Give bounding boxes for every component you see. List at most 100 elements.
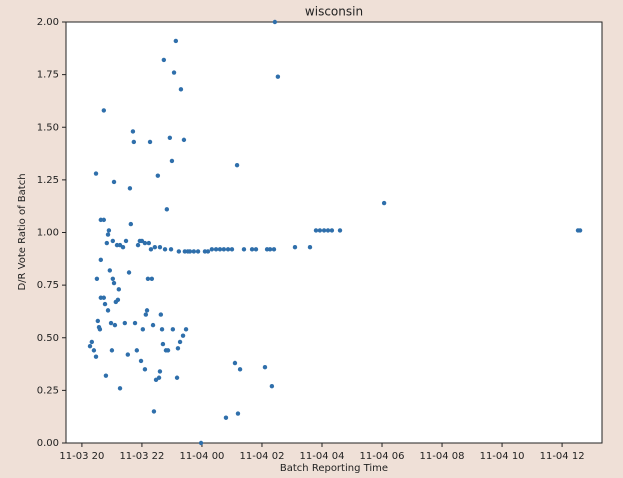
point [253, 247, 259, 252]
point [174, 375, 180, 380]
point [108, 320, 114, 326]
point [232, 360, 238, 366]
point [249, 247, 255, 252]
point [101, 295, 107, 300]
y-tick-label: 1.00 [37, 228, 59, 239]
point [234, 162, 240, 168]
point [171, 70, 177, 75]
point [180, 333, 186, 338]
point [103, 373, 109, 378]
point [146, 240, 152, 246]
y-tick-label: 1.25 [37, 175, 59, 186]
point [292, 245, 298, 250]
point [167, 135, 173, 140]
point [159, 327, 165, 332]
point [140, 327, 146, 332]
point [151, 409, 157, 414]
point [156, 375, 162, 380]
y-tick-label: 2.00 [37, 17, 59, 28]
point [111, 280, 117, 286]
point [144, 308, 150, 313]
point [143, 312, 149, 317]
point [115, 297, 121, 303]
point [241, 247, 247, 252]
y-tick-label: 0.75 [37, 280, 59, 291]
point [158, 312, 164, 317]
point [157, 369, 163, 374]
point [178, 87, 184, 92]
point [155, 173, 161, 178]
point [325, 228, 331, 233]
point [225, 247, 231, 252]
point [125, 352, 131, 357]
point [165, 348, 171, 353]
point [162, 247, 168, 252]
point [217, 247, 223, 252]
point [177, 339, 183, 345]
x-axis-label: Batch Reporting Time [280, 463, 388, 474]
point [130, 129, 136, 134]
point [122, 320, 128, 326]
point [160, 341, 166, 347]
point [152, 245, 158, 250]
point [106, 228, 112, 233]
point [120, 245, 126, 250]
point [175, 346, 181, 351]
point [101, 108, 107, 113]
point [237, 367, 243, 372]
x-tick-label: 11-04 02 [239, 451, 284, 462]
point [381, 200, 387, 206]
point [313, 228, 319, 233]
point [275, 74, 281, 79]
x-tick-label: 11-03 22 [119, 451, 164, 462]
point [98, 257, 104, 263]
x-tick-label: 11-04 04 [300, 451, 345, 462]
point [329, 228, 335, 233]
point [269, 383, 275, 389]
point [267, 247, 273, 252]
point [205, 249, 211, 254]
chart-title: wisconsin [305, 5, 363, 19]
point [110, 276, 116, 282]
y-tick-label: 0.25 [37, 385, 59, 396]
point [147, 139, 153, 145]
point [109, 348, 115, 353]
point [187, 249, 193, 254]
point [135, 242, 141, 248]
point [148, 247, 154, 252]
point [102, 301, 108, 307]
point [123, 238, 129, 244]
point [116, 287, 122, 292]
point [105, 308, 111, 313]
point [145, 276, 151, 282]
point [104, 240, 110, 246]
point [198, 440, 204, 446]
point [150, 322, 156, 328]
point [117, 386, 123, 391]
y-tick-label: 1.50 [37, 122, 59, 133]
y-axis-label: D/R Vote Ratio of Batch [17, 173, 28, 290]
x-tick-label: 11-04 08 [420, 451, 465, 462]
point [126, 270, 132, 275]
point [307, 245, 313, 250]
point [221, 247, 227, 252]
point [89, 339, 95, 345]
point [173, 38, 179, 44]
point [262, 365, 268, 370]
y-tick-label: 0.00 [37, 438, 59, 449]
point [91, 348, 97, 353]
point [191, 249, 197, 254]
point [110, 238, 116, 244]
point [271, 247, 277, 252]
x-tick-label: 11-04 10 [480, 451, 525, 462]
y-tick-label: 1.75 [37, 70, 59, 81]
point [101, 217, 107, 223]
point [107, 268, 113, 273]
point [161, 57, 167, 63]
point [132, 320, 138, 326]
point [127, 186, 133, 191]
point [235, 411, 241, 416]
point [169, 158, 175, 164]
y-tick-label: 0.50 [37, 333, 59, 344]
